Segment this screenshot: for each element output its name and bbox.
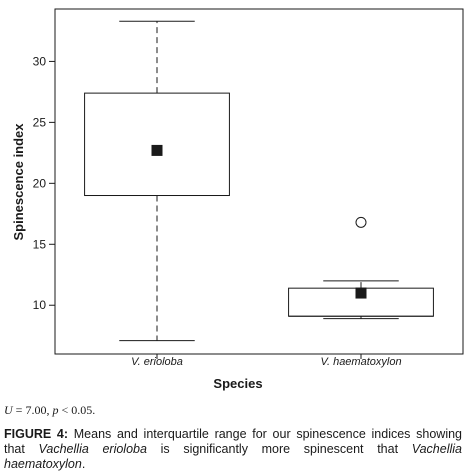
plot-frame xyxy=(54,8,464,355)
outlier-point xyxy=(355,216,367,228)
caption-text-3: . xyxy=(81,457,86,471)
box-1 xyxy=(84,20,230,342)
statistic-line: U = 7.00, p < 0.05. xyxy=(4,403,95,418)
figure-label: FIGURE 4: xyxy=(4,427,69,441)
box-series xyxy=(84,20,434,342)
y-tick-label: 20 xyxy=(33,176,47,190)
u-value: = 7.00, xyxy=(12,403,53,417)
figure-caption: FIGURE 4: Means and interquartile range … xyxy=(4,427,462,472)
box-2 xyxy=(288,216,434,320)
caption-text-2: is significantly more spinescent that xyxy=(146,442,412,456)
x-axis: V. erioloba V. haematoxylon xyxy=(131,354,402,368)
caption-species-2: Vachellia haematoxylon xyxy=(4,442,462,471)
mean-marker xyxy=(355,287,367,299)
box-plot-chart: 10 15 20 25 30 V. erioloba V. haematoxylon Sp… xyxy=(11,8,464,391)
p-value: < 0.05. xyxy=(58,403,96,417)
y-tick-label: 25 xyxy=(33,115,47,129)
x-tick-label: V. erioloba xyxy=(131,356,183,368)
y-tick-label: 10 xyxy=(33,298,47,312)
interquartile-box xyxy=(84,92,230,197)
y-tick-label: 30 xyxy=(33,54,47,68)
x-axis-title: Species xyxy=(213,376,262,391)
x-tick-label: V. haematoxylon xyxy=(320,356,401,368)
p-symbol: p xyxy=(52,403,59,417)
caption-text-1: Means and interquartile range for our sp… xyxy=(4,427,462,456)
caption-species-1: Vachellia erioloba xyxy=(38,442,147,456)
y-tick-label: 15 xyxy=(33,237,47,251)
y-axis: 10 15 20 25 30 xyxy=(33,54,55,312)
u-symbol: U xyxy=(4,403,13,417)
y-axis-title: Spinescence index xyxy=(11,123,26,241)
mean-marker xyxy=(151,144,163,156)
